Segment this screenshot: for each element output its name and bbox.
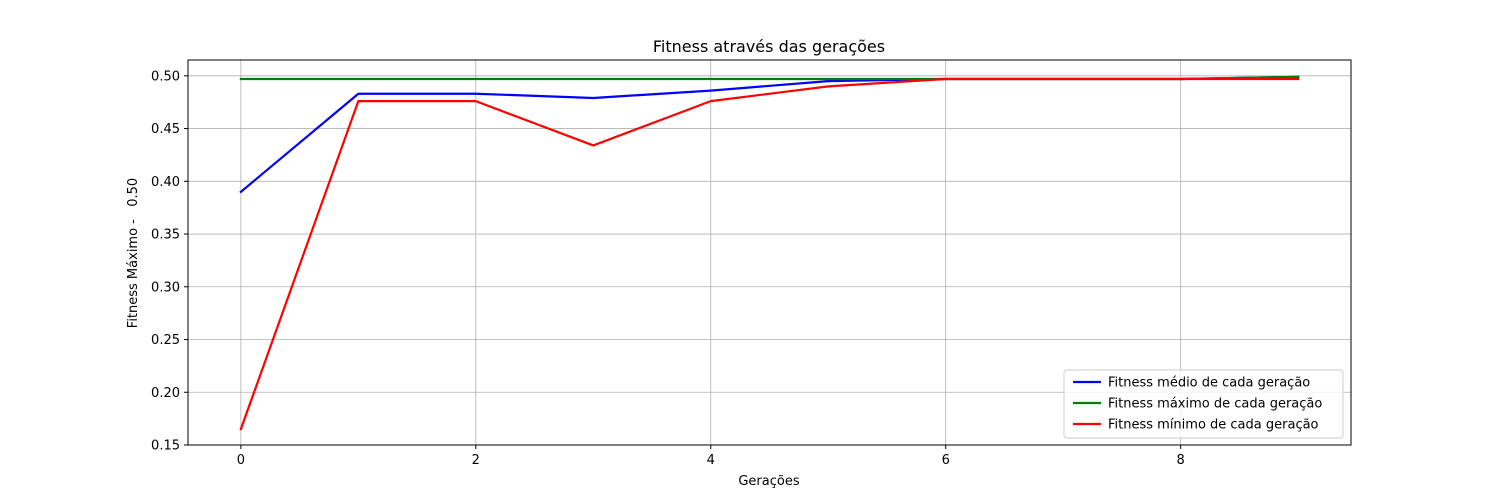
x-axis-label: Gerações (738, 474, 799, 489)
chart-title: Fitness através das gerações (653, 37, 885, 56)
x-axis-ticks: 0 2 4 6 8 (237, 445, 1185, 468)
x-tick-label: 8 (1177, 453, 1185, 468)
y-tick-label: 0.20 (151, 386, 180, 401)
y-axis-label: Fitness Máximo - 0.50 (126, 178, 141, 328)
legend-box (1063, 369, 1344, 439)
y-tick-label: 0.45 (151, 122, 180, 137)
x-tick-label: 0 (237, 453, 245, 468)
legend-label: Fitness médio de cada geração (1108, 376, 1310, 391)
series-lines (239, 75, 1300, 431)
plot-frame (187, 59, 1352, 446)
y-axis-ticks: 0.15 0.20 0.25 0.30 0.35 0.40 0.45 0.50 (151, 69, 188, 454)
y-tick-label: 0.30 (151, 280, 180, 295)
x-tick-label: 6 (942, 453, 950, 468)
y-tick-label: 0.35 (151, 228, 180, 243)
y-tick-label: 0.25 (151, 333, 180, 348)
x-tick-label: 4 (707, 453, 715, 468)
legend-label: Fitness máximo de cada geração (1108, 397, 1322, 412)
series-line-3 (239, 77, 1300, 431)
y-tick-label: 0.40 (151, 175, 180, 190)
y-tick-label: 0.15 (151, 439, 180, 454)
x-tick-label: 2 (472, 453, 480, 468)
legend: Fitness médio de cada geração Fitness máx… (1063, 369, 1344, 439)
legend-label: Fitness mínimo de cada geração (1108, 418, 1319, 433)
y-tick-label: 0.50 (151, 69, 180, 84)
